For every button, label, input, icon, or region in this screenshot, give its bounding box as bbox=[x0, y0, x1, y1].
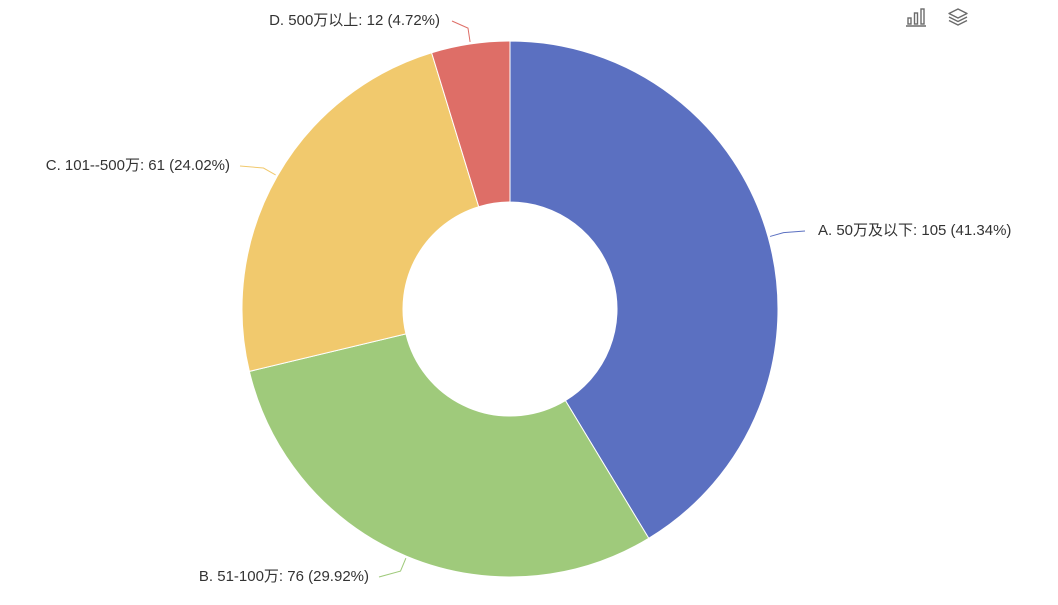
chart-toolbox bbox=[903, 6, 971, 28]
leader-line-b bbox=[378, 557, 407, 578]
layers-icon[interactable] bbox=[945, 6, 971, 28]
leader-line-d bbox=[451, 20, 471, 43]
slice-label-a: A. 50万及以下: 105 (41.34%) bbox=[818, 222, 1011, 239]
slice-c[interactable] bbox=[241, 52, 480, 373]
slice-label-b: B. 51-100万: 76 (29.92%) bbox=[199, 568, 369, 585]
leader-line-a bbox=[769, 230, 806, 237]
slice-label-d: D. 500万以上: 12 (4.72%) bbox=[269, 12, 440, 29]
bar-chart-icon[interactable] bbox=[903, 6, 929, 28]
slice-b[interactable] bbox=[248, 333, 650, 578]
slice-a[interactable] bbox=[509, 40, 779, 539]
leader-line-c bbox=[239, 165, 276, 176]
slice-label-c: C. 101--500万: 61 (24.02%) bbox=[46, 157, 230, 174]
slice-d[interactable] bbox=[430, 40, 511, 208]
